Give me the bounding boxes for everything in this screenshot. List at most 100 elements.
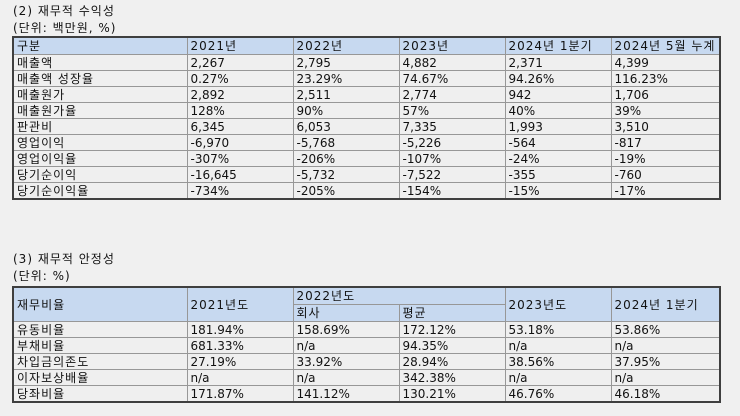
value-cell: -5,226: [398, 134, 506, 151]
value-cell: n/a: [504, 369, 612, 386]
value-cell: 4,399: [610, 54, 721, 71]
stability-header-row-1: 재무비율 2021년도 2022년도 2023년도 2024년 1분기: [12, 286, 721, 322]
value-cell: -17%: [610, 182, 721, 200]
value-cell: 7,335: [398, 118, 506, 135]
value-cell: 37.95%: [610, 353, 721, 370]
row-label: 당좌비율: [12, 385, 188, 403]
value-cell: -6,970: [186, 134, 294, 151]
value-cell: n/a: [610, 337, 721, 354]
table-row-quick-ratio: 당좌비율 171.87% 141.12% 130.21% 46.76% 46.1…: [12, 385, 721, 403]
value-cell: 38.56%: [504, 353, 612, 370]
column-header-ratio: 재무비율: [12, 286, 188, 322]
table-row-current-ratio: 유동비율 181.94% 158.69% 172.12% 53.18% 53.8…: [12, 321, 721, 338]
value-cell: 2,371: [504, 54, 612, 71]
value-cell: -5,732: [292, 166, 400, 183]
value-cell: 181.94%: [186, 321, 294, 338]
value-cell: 53.86%: [610, 321, 721, 338]
value-cell: 158.69%: [292, 321, 400, 338]
value-cell: -24%: [504, 150, 612, 167]
row-label: 당기순이익: [12, 166, 188, 183]
row-label: 영업이익: [12, 134, 188, 151]
value-cell: 172.12%: [398, 321, 506, 338]
row-label: 매출원가율: [12, 102, 188, 119]
value-cell: -817: [610, 134, 721, 151]
value-cell: 23.29%: [292, 70, 400, 87]
value-cell: 46.18%: [610, 385, 721, 403]
column-header-2024q1: 2024년 1분기: [610, 286, 721, 322]
value-cell: n/a: [610, 369, 721, 386]
value-cell: 141.12%: [292, 385, 400, 403]
value-cell: 128%: [186, 102, 294, 119]
column-header-2021: 2021년: [186, 36, 294, 55]
value-cell: -564: [504, 134, 612, 151]
value-cell: 27.19%: [186, 353, 294, 370]
section-stability-title: (3) 재무적 안정성: [13, 252, 115, 266]
value-cell: 39%: [610, 102, 721, 119]
value-cell: -16,645: [186, 166, 294, 183]
value-cell: -760: [610, 166, 721, 183]
value-cell: 3,510: [610, 118, 721, 135]
value-cell: 2,774: [398, 86, 506, 103]
value-cell: 57%: [398, 102, 506, 119]
value-cell: n/a: [504, 337, 612, 354]
value-cell: n/a: [186, 369, 294, 386]
subcolumn-header-average: 평균: [398, 304, 506, 322]
value-cell: 33.92%: [292, 353, 400, 370]
section-stability-unit-label: (단위: %): [13, 269, 71, 283]
table-row-interest-coverage: 이자보상배율 n/a n/a 342.38% n/a n/a: [12, 369, 721, 386]
value-cell: 94.35%: [398, 337, 506, 354]
value-cell: 74.67%: [398, 70, 506, 87]
value-cell: -15%: [504, 182, 612, 200]
value-cell: 4,882: [398, 54, 506, 71]
row-label: 차입금의존도: [12, 353, 188, 370]
value-cell: 6,345: [186, 118, 294, 135]
value-cell: n/a: [292, 337, 400, 354]
value-cell: -206%: [292, 150, 400, 167]
table-row-revenue-growth: 매출액 성장율 0.27% 23.29% 74.67% 94.26% 116.2…: [12, 70, 721, 87]
value-cell: 46.76%: [504, 385, 612, 403]
row-label: 영업이익율: [12, 150, 188, 167]
value-cell: 942: [504, 86, 612, 103]
column-header-2022: 2022년: [292, 36, 400, 55]
value-cell: 2,795: [292, 54, 400, 71]
value-cell: 681.33%: [186, 337, 294, 354]
value-cell: 130.21%: [398, 385, 506, 403]
table-row-borrowing-dependence: 차입금의존도 27.19% 33.92% 28.94% 38.56% 37.95…: [12, 353, 721, 370]
table-row-sganda: 판관비 6,345 6,053 7,335 1,993 3,510: [12, 118, 721, 135]
stability-header-row-2: 회사 평균: [13, 304, 720, 322]
row-label: 매출액 성장율: [12, 70, 188, 87]
value-cell: 28.94%: [398, 353, 506, 370]
column-header-2021: 2021년도: [186, 286, 294, 322]
section-profitability-title: (2) 재무적 수익성: [13, 4, 115, 18]
table-row-net-margin: 당기순이익율 -734% -205% -154% -15% -17%: [12, 182, 721, 200]
value-cell: -5,768: [292, 134, 400, 151]
value-cell: 0.27%: [186, 70, 294, 87]
value-cell: 171.87%: [186, 385, 294, 403]
row-label: 판관비: [12, 118, 188, 135]
value-cell: -307%: [186, 150, 294, 167]
value-cell: 342.38%: [398, 369, 506, 386]
value-cell: 116.23%: [610, 70, 721, 87]
value-cell: -205%: [292, 182, 400, 200]
table-row-operating-margin: 영업이익율 -307% -206% -107% -24% -19%: [12, 150, 721, 167]
table-row-debt-ratio: 부채비율 681.33% n/a 94.35% n/a n/a: [12, 337, 721, 354]
value-cell: 40%: [504, 102, 612, 119]
value-cell: 2,892: [186, 86, 294, 103]
value-cell: -154%: [398, 182, 506, 200]
value-cell: -19%: [610, 150, 721, 167]
profitability-header-row: 구분 2021년 2022년 2023년 2024년 1분기 2024년 5월 …: [12, 36, 721, 55]
table-row-cogs-ratio: 매출원가율 128% 90% 57% 40% 39%: [12, 102, 721, 119]
row-label: 부채비율: [12, 337, 188, 354]
value-cell: -355: [504, 166, 612, 183]
row-label: 매출원가: [12, 86, 188, 103]
value-cell: -7,522: [398, 166, 506, 183]
value-cell: 53.18%: [504, 321, 612, 338]
row-label: 매출액: [12, 54, 188, 71]
value-cell: n/a: [292, 369, 400, 386]
table-row-revenue: 매출액 2,267 2,795 4,882 2,371 4,399: [12, 54, 721, 71]
subcolumn-header-company: 회사: [292, 304, 400, 322]
row-label: 이자보상배율: [12, 369, 188, 386]
value-cell: 2,511: [292, 86, 400, 103]
table-row-net-income: 당기순이익 -16,645 -5,732 -7,522 -355 -760: [12, 166, 721, 183]
